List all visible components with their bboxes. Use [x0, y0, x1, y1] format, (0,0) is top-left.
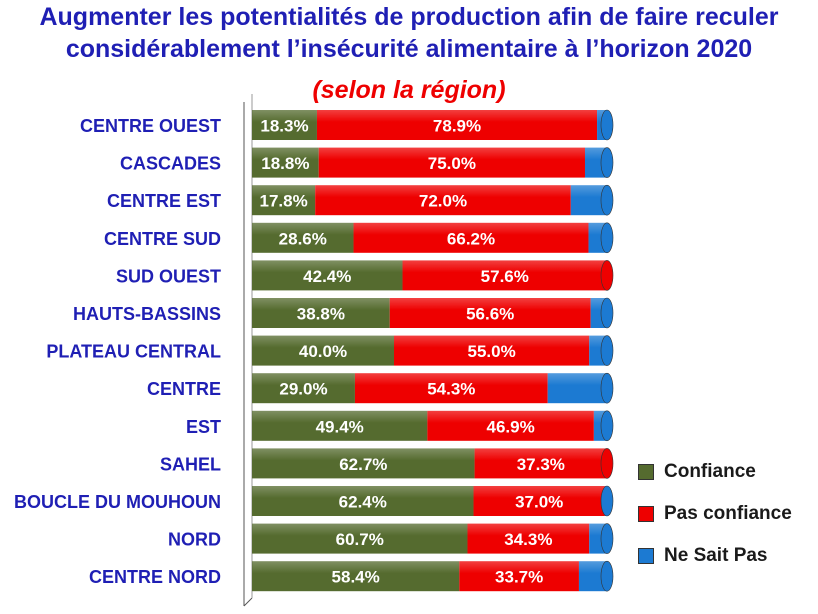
bar-segment-confiance [252, 110, 317, 140]
bar-segment-pas-confiance [459, 561, 579, 592]
data-label: 60.7% [336, 530, 384, 549]
category-label: BOUCLE DU MOUHOUN [14, 492, 221, 512]
data-label: 75.0% [428, 154, 476, 173]
category-label: CENTRE [147, 379, 221, 399]
legend-item: Confiance [638, 461, 756, 483]
chart-subtitle: (selon la région) [312, 76, 506, 104]
chart-title-line-1: Augmenter les potentialités de productio… [39, 3, 779, 31]
bar-end-cap [600, 297, 614, 329]
bar-end-cap [600, 523, 614, 554]
data-label: 28.6% [279, 229, 327, 248]
category-label: NORD [168, 530, 221, 550]
data-label: 62.4% [339, 493, 387, 512]
category-label: CENTRE NORD [89, 567, 221, 587]
bar-segment-pas-confiance [427, 410, 594, 441]
bar-segment-ne-sait-pas [547, 373, 607, 404]
bar-end-cap [600, 147, 614, 178]
bar-segment-pas-confiance [389, 298, 591, 328]
category-label: CENTRE EST [107, 191, 221, 211]
legend-label: Confiance [664, 461, 756, 482]
category-label: SAHEL [160, 454, 221, 474]
data-label: 66.2% [447, 229, 495, 248]
bar-segment-confiance [252, 298, 390, 328]
data-label: 62.7% [339, 455, 387, 474]
bar-segment-pas-confiance [354, 373, 548, 404]
bar-segment-confiance [252, 410, 428, 441]
bar-segment-confiance [252, 523, 468, 554]
legend-label: Ne Sait Pas [664, 545, 768, 566]
data-label: 56.6% [466, 305, 514, 324]
data-label: 49.4% [316, 417, 364, 436]
bar-segment-confiance [252, 222, 354, 253]
category-label: HAUTS-BASSINS [73, 304, 221, 324]
bar-segment-confiance [252, 373, 355, 404]
bar-segment-confiance [252, 448, 475, 479]
data-label: 54.3% [427, 380, 475, 399]
bar-end-cap [600, 222, 614, 254]
bar-segment-pas-confiance [467, 523, 590, 554]
bar-segment-confiance [252, 335, 394, 366]
data-label: 18.3% [260, 117, 308, 136]
data-label: 57.6% [481, 267, 529, 286]
bar-segment-pas-confiance [402, 260, 607, 291]
chart-title-line-2: considérablement l’insécurité alimentair… [65, 35, 753, 63]
bar-segment-confiance [252, 260, 403, 291]
data-label: 38.8% [297, 305, 345, 324]
legend-swatch [638, 506, 654, 522]
bar-segment-pas-confiance [315, 185, 571, 216]
legend-swatch [638, 464, 654, 480]
bar-end-cap [600, 335, 614, 366]
data-label: 42.4% [303, 267, 351, 286]
bar-segment-confiance [252, 561, 460, 592]
bar-segment-confiance [252, 486, 474, 516]
data-label: 17.8% [259, 192, 307, 211]
bar-end-cap [600, 372, 614, 404]
bar-segment-pas-confiance [353, 222, 589, 253]
bar-end-cap [600, 485, 614, 517]
bar-segment-confiance [252, 147, 319, 178]
legend-item: Ne Sait Pas [638, 545, 768, 567]
bar-end-cap [600, 184, 614, 216]
data-label: 58.4% [332, 568, 380, 587]
bar-segment-confiance [252, 185, 316, 216]
data-label: 37.0% [515, 493, 563, 512]
data-label: 72.0% [419, 192, 467, 211]
data-label: 37.3% [517, 455, 565, 474]
data-label: 18.8% [261, 154, 309, 173]
bar-segment-pas-confiance [473, 486, 605, 516]
bar-end-cap [600, 448, 614, 479]
category-label: CASCADES [120, 154, 221, 174]
data-label: 29.0% [279, 380, 327, 399]
bar-segment-pas-confiance [394, 335, 590, 366]
data-label: 55.0% [468, 342, 516, 361]
axis-corner-line [243, 597, 253, 607]
bar-end-cap [600, 560, 614, 592]
data-label: 40.0% [299, 342, 347, 361]
category-label: SUD OUEST [116, 266, 221, 286]
data-label: 46.9% [487, 417, 535, 436]
bar-segment-pas-confiance [318, 147, 585, 178]
bar-end-cap [600, 410, 614, 442]
bar-segment-pas-confiance [474, 448, 607, 479]
bar-end-cap [600, 260, 614, 291]
bar-end-cap [600, 109, 614, 141]
data-label: 78.9% [433, 117, 481, 136]
legend-item: Pas confiance [638, 503, 792, 525]
data-label: 33.7% [495, 568, 543, 587]
category-label: CENTRE SUD [104, 229, 221, 249]
category-label: PLATEAU CENTRAL [46, 342, 221, 362]
category-label: CENTRE OUEST [80, 116, 221, 136]
category-label: EST [186, 417, 221, 437]
legend-label: Pas confiance [664, 503, 792, 524]
data-label: 34.3% [504, 530, 552, 549]
legend-swatch [638, 548, 654, 564]
bar-segment-pas-confiance [316, 110, 598, 140]
